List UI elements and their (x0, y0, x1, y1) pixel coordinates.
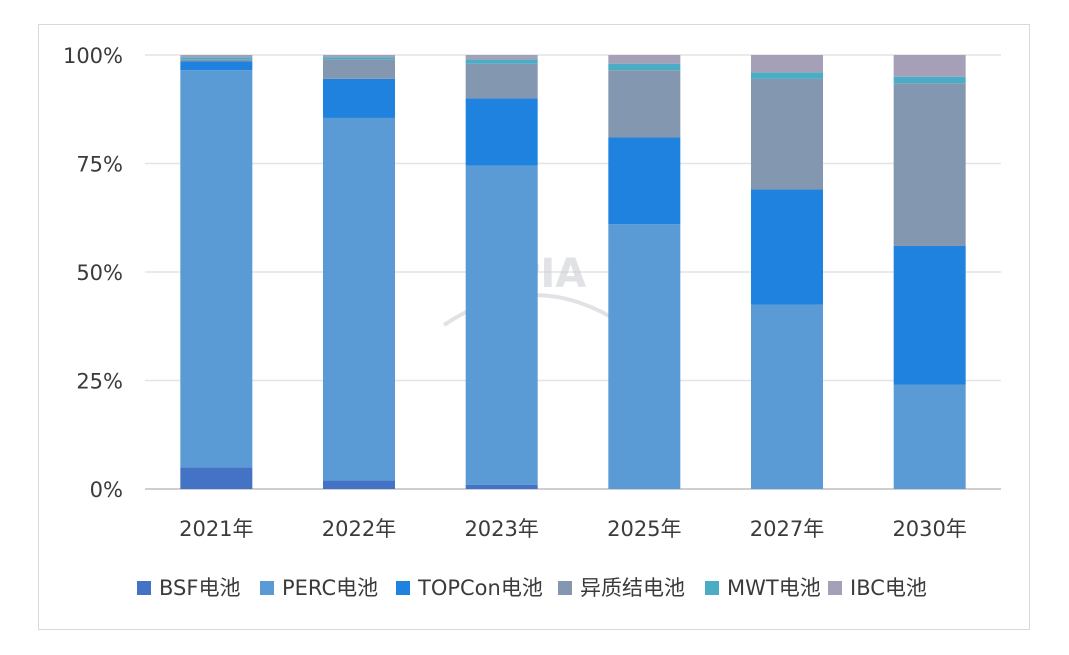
bar-segment (893, 83, 966, 246)
bar-segment (323, 59, 395, 79)
bar-segment (751, 189, 823, 305)
legend-swatch (705, 581, 719, 595)
legend-label: PERC电池 (282, 576, 378, 600)
bar-segment (751, 304, 823, 489)
bar-segment (180, 467, 253, 489)
bar-segment (608, 55, 681, 64)
bar-segment (323, 78, 395, 118)
bar-segment (180, 61, 253, 71)
bar-segment (465, 98, 538, 166)
bars (180, 55, 966, 489)
bar-segment (893, 384, 966, 489)
bar-segment (180, 57, 253, 60)
legend-swatch (260, 581, 274, 595)
legend-swatch (137, 581, 151, 595)
bar-segment (465, 55, 538, 60)
x-tick-label: 2027年 (750, 517, 824, 541)
y-tick-label: 75% (76, 153, 123, 177)
bar-segment (608, 224, 681, 489)
bar-segment (608, 137, 681, 225)
y-axis: 0% 25% 50% 75% 100% (63, 44, 123, 502)
bar-segment (180, 55, 253, 58)
x-tick-label: 2023年 (464, 517, 538, 541)
bar-segment (465, 484, 538, 489)
y-tick-label: 25% (76, 370, 123, 394)
bar-segment (608, 70, 681, 138)
bar-segment (893, 76, 966, 84)
bar-segment (180, 70, 253, 468)
bar-segment (180, 59, 253, 62)
bar-segment (465, 59, 538, 64)
y-tick-label: 100% (63, 44, 123, 68)
x-tick-label: 2022年 (322, 517, 396, 541)
legend: BSF电池 PERC电池 TOPCon电池 异质结电池 MWT电池 IBC电池 (137, 576, 927, 600)
legend-label: MWT电池 (727, 576, 821, 600)
bar-segment (465, 63, 538, 99)
x-tick-label: 2021年 (179, 517, 253, 541)
bar-segment (751, 78, 823, 190)
legend-label: 异质结电池 (580, 576, 685, 600)
stacked-bar-chart: CPIA 0%25%50%75%100% 2021年2022年2023年2025… (63, 44, 1001, 600)
legend-swatch (828, 581, 842, 595)
legend-label: TOPCon电池 (417, 576, 543, 600)
x-tick-label: 2030年 (892, 517, 966, 541)
x-tick-label: 2025年 (607, 517, 681, 541)
bar-segment (465, 165, 538, 485)
legend-label: BSF电池 (159, 576, 240, 600)
legend-label: IBC电池 (850, 576, 927, 600)
y-tick-label: 50% (76, 261, 123, 285)
bar-segment (608, 63, 681, 71)
chart-frame: CPIA 0%25%50%75%100% 2021年2022年2023年2025… (38, 24, 1030, 630)
y-tick-label: 0% (90, 478, 123, 502)
gridlines (145, 54, 1001, 490)
bar-segment (323, 55, 395, 58)
bar-segment (893, 245, 966, 385)
bar-segment (323, 57, 395, 60)
bar-segment (751, 72, 823, 79)
bar-segment (323, 480, 395, 489)
x-axis: 2021年 2022年 2023年 2025年 2027年 2030年 (179, 517, 967, 541)
bar-segment (323, 117, 395, 481)
legend-swatch (396, 581, 410, 595)
bar-segment (893, 55, 966, 77)
legend-swatch (558, 581, 572, 595)
bar-segment (751, 55, 823, 73)
